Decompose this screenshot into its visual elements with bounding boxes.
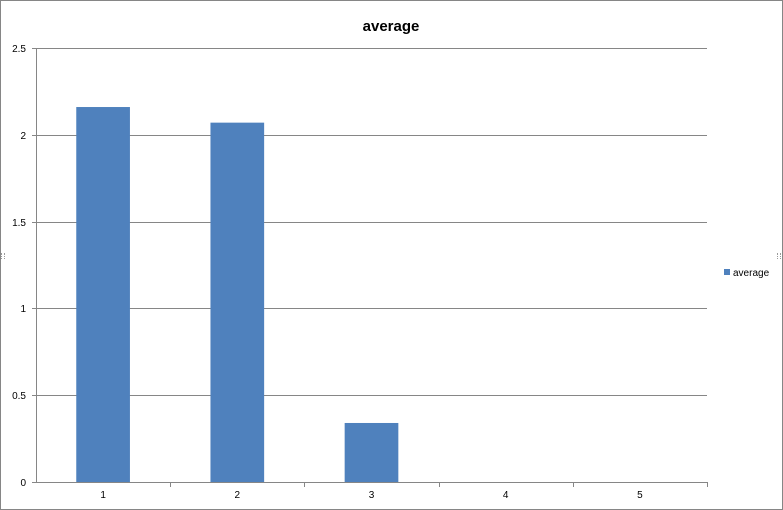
y-tick-label: 0.5 bbox=[12, 391, 26, 402]
bar-1 bbox=[76, 107, 130, 483]
chart-title: average bbox=[363, 18, 420, 35]
x-tick-label: 1 bbox=[100, 490, 106, 501]
x-tick-label: 3 bbox=[369, 490, 375, 501]
bar-3 bbox=[344, 422, 399, 482]
resize-handle-left[interactable] bbox=[1, 253, 5, 259]
x-tick-label: 5 bbox=[637, 490, 643, 501]
x-axis-tick-labels: 1 2 3 4 5 bbox=[100, 490, 643, 501]
bars bbox=[76, 107, 399, 483]
y-axis-tick-labels: 0 0.5 1 1.5 2 2.5 bbox=[12, 44, 26, 489]
y-tick-label: 1.5 bbox=[12, 218, 26, 229]
legend-swatch bbox=[724, 269, 730, 275]
y-tick-label: 1 bbox=[20, 304, 26, 315]
legend: average bbox=[724, 268, 770, 279]
bar-2 bbox=[210, 122, 265, 482]
resize-handle-right[interactable] bbox=[777, 253, 781, 259]
y-tick-label: 2 bbox=[20, 131, 26, 142]
gridlines bbox=[36, 48, 707, 396]
x-tick-label: 4 bbox=[503, 490, 509, 501]
legend-label-average: average bbox=[733, 268, 770, 279]
axes bbox=[32, 48, 708, 487]
x-tick-label: 2 bbox=[235, 490, 241, 501]
y-tick-label: 2.5 bbox=[12, 44, 26, 55]
y-tick-label: 0 bbox=[20, 478, 26, 489]
